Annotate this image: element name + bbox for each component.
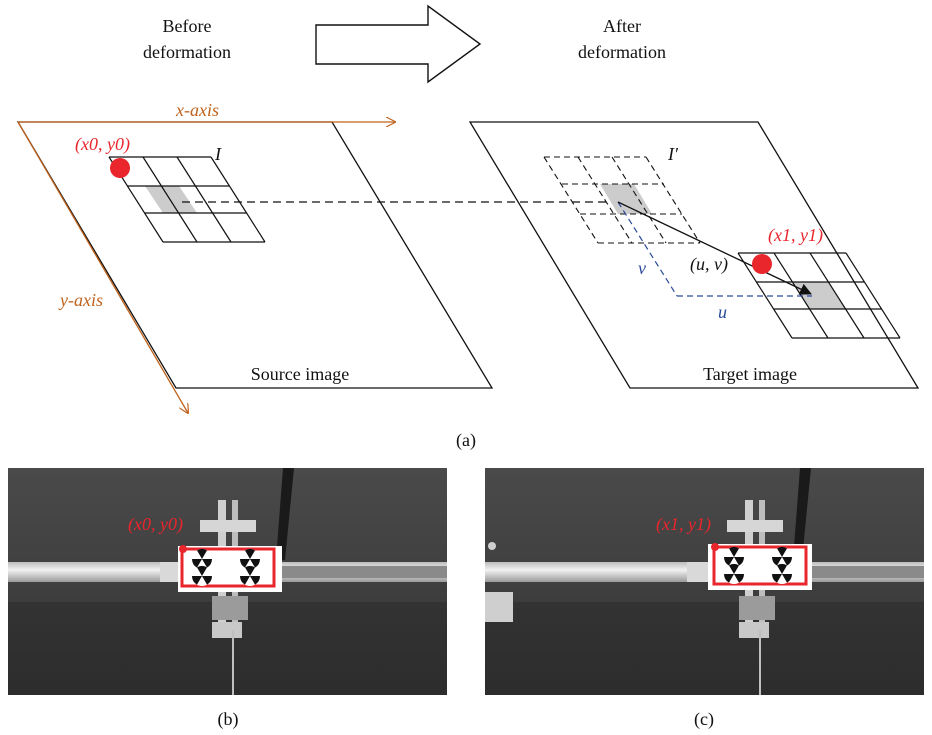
target-subset-label: I′ [667, 144, 679, 164]
photo-b-subset-box [180, 547, 276, 588]
target-image-label: Target image [703, 364, 797, 384]
reference-center-cell [600, 184, 652, 214]
u-label: u [718, 302, 727, 322]
after-deformation-label: After deformation [578, 16, 666, 62]
photo-c-corner-dot [711, 543, 719, 551]
before-label-line1: Before [163, 16, 212, 36]
after-label-line1: After [603, 16, 641, 36]
panel-c-caption: (c) [694, 709, 714, 730]
before-label-line2: deformation [143, 42, 231, 62]
photo-c-corner-label: (x1, y1) [656, 514, 711, 535]
source-center-cell [145, 186, 197, 213]
source-image-label: Source image [251, 364, 349, 384]
target-corner-dot [752, 254, 772, 274]
photo-b-corner-dot [179, 545, 187, 553]
v-label: v [638, 258, 646, 278]
target-image-plane [468, 121, 920, 389]
photo-b [8, 468, 447, 695]
source-corner-label: (x0, y0) [75, 134, 130, 155]
photo-b-corner-label: (x0, y0) [128, 514, 183, 535]
source-subset-label: I [214, 144, 222, 164]
target-corner-label: (x1, y1) [768, 225, 823, 246]
source-image-plane [16, 121, 494, 389]
displacement-vector [617, 201, 812, 295]
y-axis-label: y-axis [58, 290, 103, 310]
panel-b-caption: (b) [218, 709, 239, 730]
before-deformation-label: Before deformation [143, 16, 231, 62]
reference-subset-dashed-grid [543, 156, 701, 244]
displacement-label: (u, v) [690, 254, 728, 275]
photo-c [485, 468, 924, 695]
x-axis-label: x-axis [175, 100, 219, 120]
source-corner-dot [110, 158, 130, 178]
deformation-arrow-icon [315, 4, 482, 84]
photo-c-subset-box [712, 545, 808, 586]
y-axis [17, 121, 188, 413]
after-label-line2: deformation [578, 42, 666, 62]
panel-a-caption: (a) [456, 430, 476, 451]
source-subset-grid [108, 156, 266, 243]
v-component-line [617, 201, 678, 297]
